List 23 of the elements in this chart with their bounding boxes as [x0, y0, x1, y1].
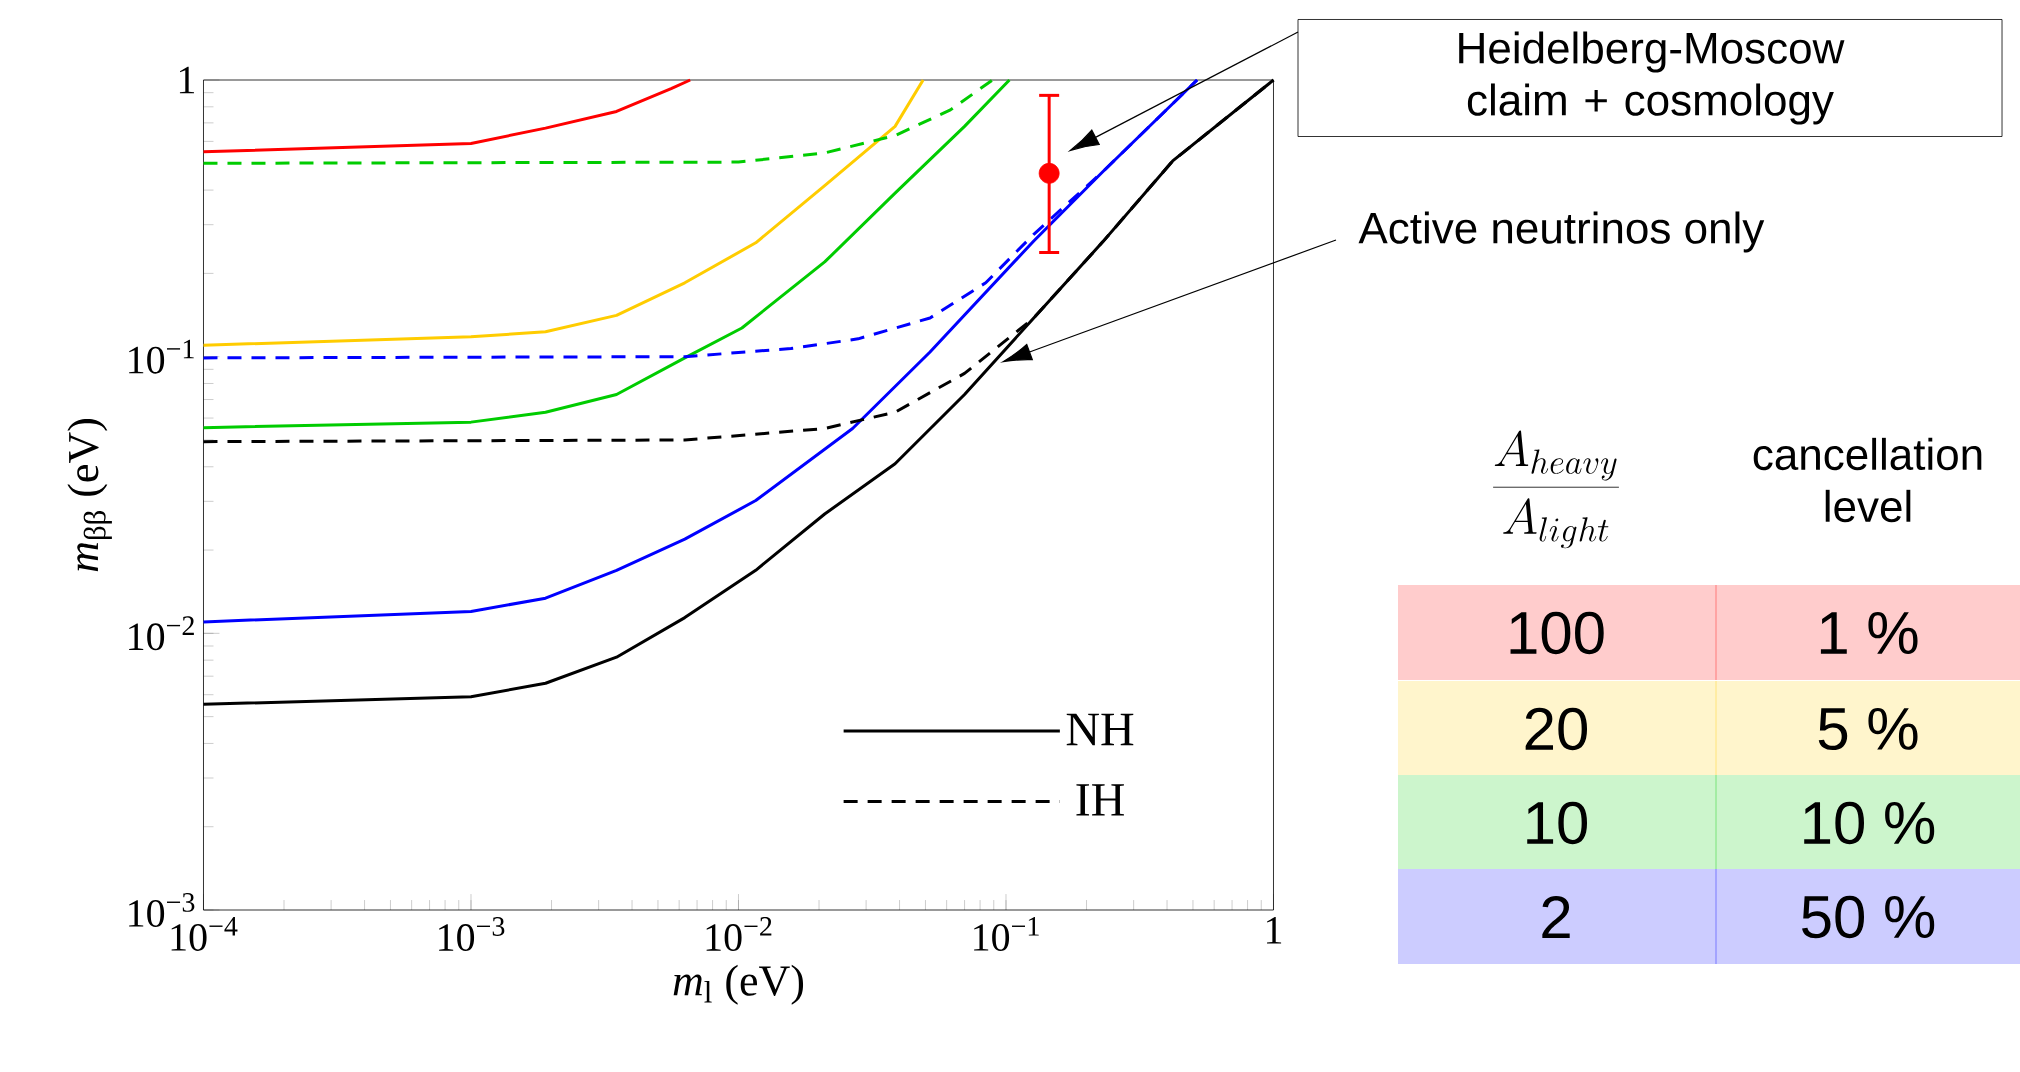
text: 5 % [1818, 707, 1918, 751]
legend-label: IH [1076, 784, 1124, 816]
text: 20 [1525, 707, 1588, 751]
text: 100 [1510, 611, 1604, 655]
x-tick-label: 10$^{−1}$ [974, 917, 1039, 951]
text: Active neutrinos only [1358, 211, 1765, 253]
text: 10 [1527, 801, 1588, 845]
text: Heidelberg-Moscow claim + cosmology [1459, 31, 1845, 125]
y-tick-label: 10$^{−2}$ [129, 616, 194, 651]
text: 50 % [1802, 895, 1935, 939]
y-tick-label: 10$^{−1}$ [129, 339, 194, 374]
text: 1 % [1820, 612, 1918, 654]
text: $\frac{A_{heavy}}{A_{light}}$ [1493, 430, 1619, 549]
text: 2 [1542, 896, 1570, 938]
y-axis-title: m$_{ββ}$ (eV) [67, 419, 112, 572]
x-axis-title: m$_{l}$ (eV) [673, 964, 804, 1005]
x-tick-label: 1 [1267, 917, 1282, 944]
x-tick-label: 10$^{−3}$ [439, 917, 505, 952]
x-tick-label: 10$^{−2}$ [706, 917, 772, 952]
text: cancellation level [1753, 437, 1982, 523]
text: 10 % [1804, 801, 1935, 845]
y-tick-label: 1 [179, 66, 195, 94]
legend-label: NH [1066, 713, 1134, 746]
